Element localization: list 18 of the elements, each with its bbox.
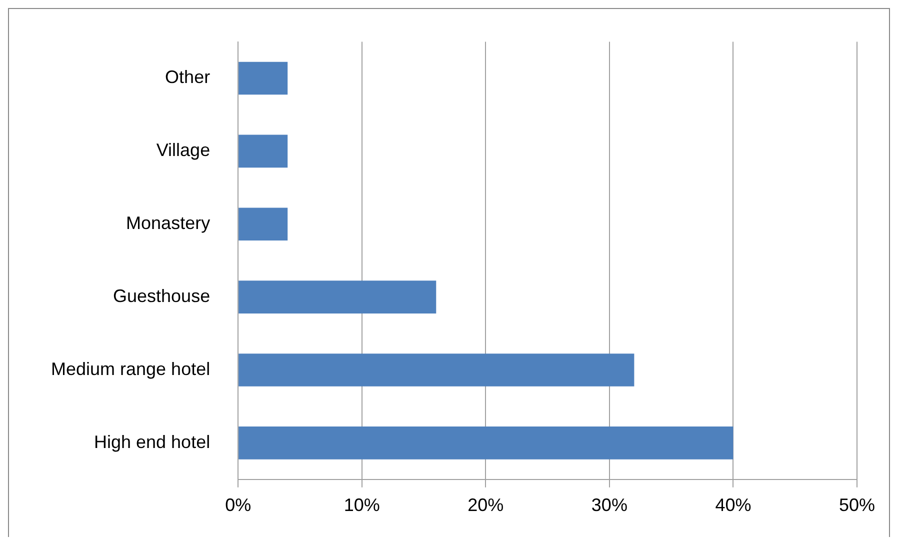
x-tick-label: 0% [225, 495, 252, 516]
y-tick-label: Guesthouse [113, 286, 210, 306]
bar [238, 280, 436, 314]
bar [238, 426, 734, 460]
y-tick-label: Village [156, 140, 210, 160]
y-tick-label: High end hotel [94, 432, 210, 452]
x-tick-label: 50% [838, 495, 876, 516]
x-tick-label: 20% [468, 495, 504, 516]
y-tick-label: Monastery [126, 213, 210, 234]
x-tick-label: 10% [344, 495, 380, 516]
x-tick-label: 40% [715, 495, 752, 516]
bar [238, 134, 288, 168]
bar [238, 208, 288, 241]
bar [238, 62, 288, 95]
y-tick-label: Medium range hotel [50, 358, 210, 379]
x-tick-label: 30% [591, 495, 628, 516]
y-tick-label: Other [165, 67, 210, 88]
bar [238, 354, 634, 386]
